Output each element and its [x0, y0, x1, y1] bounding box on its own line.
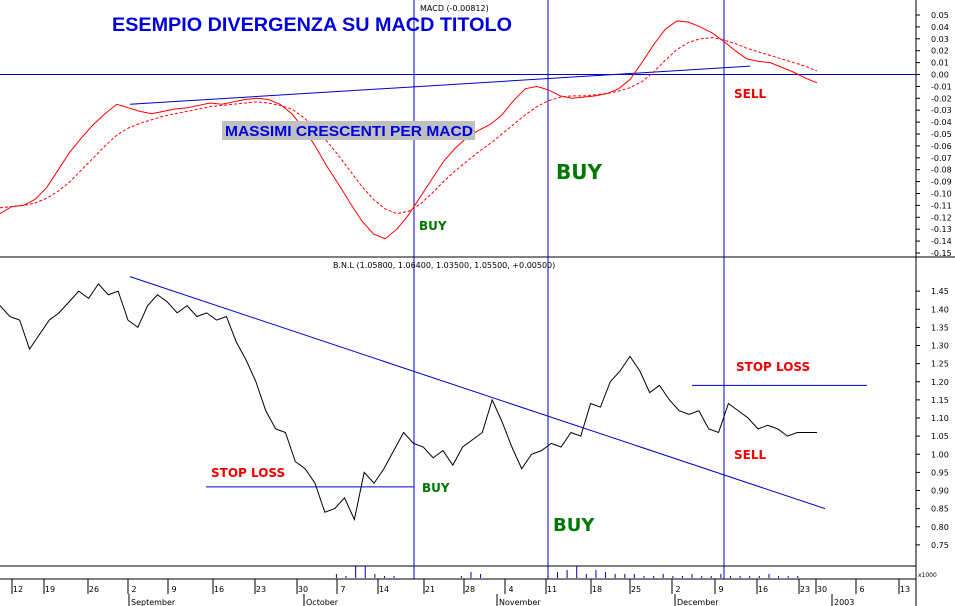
macd-subtitle: MACD (-0.00812) [420, 4, 489, 13]
macd-y-tick-label: -0.10 [931, 190, 952, 199]
x-month-label: December [677, 598, 719, 606]
price-line [0, 283, 817, 522]
macd-y-tick-label: -0.11 [931, 201, 952, 210]
x-day-label: 30 [817, 585, 827, 594]
macd-y-tick-label: 0.05 [931, 11, 949, 20]
macd-y-tick-label: -0.05 [931, 130, 952, 139]
price-y-axis: 1.45 1.40 1.35 1.30 1.25 1.20 1.15 1.10 1.05 1.00… [916, 287, 949, 550]
price-y-tick-label: 0.80 [931, 523, 949, 532]
x-day-label: 21 [425, 585, 435, 594]
x-day-label: 28 [465, 585, 475, 594]
price-y-tick-label: 1.35 [931, 323, 949, 332]
x-month-label: September [131, 598, 176, 606]
stop-loss-label-2: STOP LOSS [736, 360, 810, 374]
x-day-label: 16 [758, 585, 768, 594]
price-buy-label-2: BUY [553, 515, 595, 536]
macd-y-tick-label: -0.03 [931, 106, 952, 115]
macd-y-tick-label: -0.12 [931, 213, 952, 222]
macd-y-tick-label: -0.02 [931, 94, 952, 103]
x-day-label: 6 [859, 585, 864, 594]
x-day-label: 19 [45, 585, 55, 594]
x-month-label: 2003 [834, 598, 854, 606]
x-day-label: 4 [508, 585, 513, 594]
stop-loss-label-1: STOP LOSS [211, 466, 285, 480]
x-day-label: 2 [131, 585, 136, 594]
macd-line [0, 20, 818, 240]
price-y-tick-label: 0.95 [931, 468, 949, 477]
x-day-label: 23 [800, 585, 810, 594]
price-y-tick-label: 0.90 [931, 487, 949, 496]
x-day-label: 18 [592, 585, 602, 594]
price-sell-label: SELL [734, 448, 766, 462]
macd-y-tick-label: -0.08 [931, 166, 952, 175]
x-axis: 12 19 26 2 9 16 23 30 7 14 21 28 4 11 18 25 2 9 16 23 30 6 13 S… [11, 579, 910, 606]
price-y-tick-label: 0.75 [931, 541, 949, 550]
price-y-tick-label: 1.25 [931, 360, 949, 369]
x-day-label: 11 [547, 585, 557, 594]
volume-scale-label: x1000 [918, 572, 937, 579]
macd-y-tick-label: -0.06 [931, 142, 952, 151]
x-day-label: 2 [675, 585, 680, 594]
price-y-tick-label: 1.30 [931, 342, 949, 351]
macd-y-tick-label: 0.00 [931, 71, 949, 80]
volume-bars [335, 566, 799, 578]
x-day-label: 23 [256, 585, 266, 594]
macd-y-axis: 0.05 0.04 0.03 0.02 0.01 0.00 -0.01 -0.02 -0.03 -… [916, 11, 952, 258]
x-month-label: October [306, 598, 339, 606]
macd-buy-label-2: BUY [556, 160, 602, 184]
x-day-label: 12 [13, 585, 23, 594]
macd-y-tick-label: -0.09 [931, 178, 952, 187]
macd-rising-trendline [129, 65, 751, 105]
x-day-label: 9 [171, 585, 176, 594]
x-day-label: 7 [340, 585, 345, 594]
rising-peaks-label: MASSIMI CRESCENTI PER MACD [225, 123, 473, 140]
x-day-label: 14 [379, 585, 389, 594]
price-downtrend-line [129, 276, 826, 510]
price-buy-label-1: BUY [422, 481, 450, 495]
price-y-tick-label: 1.15 [931, 396, 949, 405]
price-y-tick-label: 1.10 [931, 414, 949, 423]
macd-y-tick-label: 0.04 [931, 23, 949, 32]
x-month-label: November [499, 598, 541, 606]
price-y-tick-label: 1.20 [931, 378, 949, 387]
x-day-label: 30 [298, 585, 308, 594]
macd-y-tick-label: -0.04 [931, 118, 952, 127]
x-day-label: 9 [718, 585, 723, 594]
macd-y-tick-label: 0.02 [931, 47, 949, 56]
price-y-tick-label: 1.45 [931, 287, 949, 296]
macd-y-tick-label: 0.01 [931, 59, 949, 68]
x-day-label: 26 [89, 585, 99, 594]
x-day-label: 25 [631, 585, 641, 594]
price-y-tick-label: 1.40 [931, 305, 949, 314]
macd-y-tick-label: -0.14 [931, 237, 952, 246]
macd-y-tick-label: 0.03 [931, 35, 949, 44]
macd-buy-label-1: BUY [419, 219, 447, 233]
x-day-label: 13 [900, 585, 910, 594]
macd-y-tick-label: -0.07 [931, 154, 952, 163]
macd-sell-label: SELL [734, 87, 766, 101]
price-subtitle: B.N.L (1.05800, 1.06400, 1.03500, 1.0550… [333, 261, 555, 270]
macd-y-tick-label: -0.01 [931, 82, 952, 91]
macd-signal-line [0, 37, 818, 215]
macd-y-tick-label: -0.15 [931, 249, 952, 258]
macd-y-tick-label: -0.13 [931, 225, 952, 234]
chart-title: ESEMPIO DIVERGENZA SU MACD TITOLO [112, 15, 512, 36]
x-day-label: 16 [214, 585, 224, 594]
price-y-tick-label: 1.00 [931, 450, 949, 459]
price-y-tick-label: 1.05 [931, 432, 949, 441]
price-y-tick-label: 0.85 [931, 505, 949, 514]
rising-peaks-label-bg [222, 121, 475, 140]
